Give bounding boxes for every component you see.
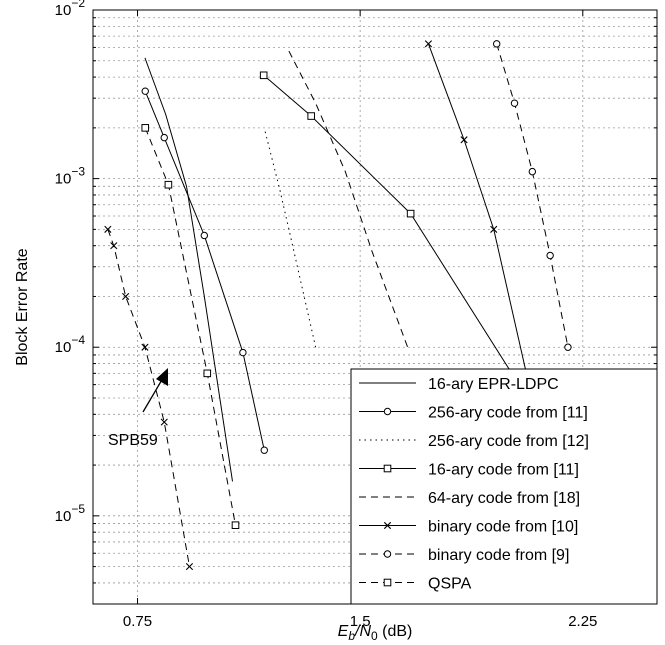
data-point xyxy=(546,251,554,260)
data-point xyxy=(203,369,212,378)
x-tick-label: 2.25 xyxy=(568,613,597,630)
series-5 xyxy=(288,50,409,348)
x-axis-label-sub2: 0 xyxy=(371,629,378,643)
annotation-arrow-line xyxy=(142,377,164,413)
x-axis-label: Eb/N0 (dB) xyxy=(338,623,413,643)
x-axis-label-main: E xyxy=(338,623,349,640)
legend-marker xyxy=(383,521,392,530)
legend-entry: binary code from [10] xyxy=(359,519,578,536)
data-point xyxy=(104,225,112,233)
legend-entry: 16-ary code from [11] xyxy=(359,462,579,479)
legend-entry: 256-ary code from [11] xyxy=(359,405,588,422)
data-point xyxy=(406,209,415,218)
data-point xyxy=(231,521,240,529)
data-point xyxy=(110,242,118,250)
legend-marker xyxy=(383,550,392,558)
data-point xyxy=(160,418,168,426)
series-line xyxy=(264,131,317,348)
data-point xyxy=(564,343,572,351)
ticks-layer: 0.75 1.5 2.25 10−5 10−4 10−3 10−2 xyxy=(55,0,657,630)
series-line xyxy=(107,229,190,567)
x-axis-label-slash: /N xyxy=(354,623,371,640)
legend-marker xyxy=(383,578,392,587)
legend-label: 16-ary code from [11] xyxy=(428,462,579,479)
series-line xyxy=(263,74,515,378)
data-point xyxy=(490,225,498,233)
data-point xyxy=(185,563,194,571)
data-point xyxy=(141,124,150,132)
data-point xyxy=(307,112,315,120)
legend-label: 64-ary code from [18] xyxy=(428,490,580,507)
series-3 xyxy=(264,131,317,348)
y-tick-label: 10−5 xyxy=(55,502,86,525)
y-tick-label: 10−4 xyxy=(55,333,86,356)
data-point xyxy=(510,99,519,107)
y-tick-label: 10−3 xyxy=(55,165,86,188)
data-point xyxy=(141,87,149,95)
data-point xyxy=(493,40,501,48)
series-7 xyxy=(493,40,572,351)
legend-entry: 16-ary EPR-LDPC xyxy=(359,376,559,393)
legend-label: binary code from [9] xyxy=(428,547,569,564)
data-point xyxy=(239,348,247,357)
legend-label: binary code from [10] xyxy=(428,519,578,536)
legend-label: 256-ary code from [12] xyxy=(428,433,589,450)
legend-entry: 256-ary code from [12] xyxy=(359,433,589,450)
legend-marker xyxy=(383,464,392,473)
y-axis-label: Block Error Rate xyxy=(14,248,31,365)
x-tick-label: 0.75 xyxy=(123,613,152,630)
legend-entry: 64-ary code from [18] xyxy=(359,490,580,507)
annotation-arrow-head xyxy=(156,368,168,386)
legend-label: 256-ary code from [11] xyxy=(428,405,588,422)
legend-label: QSPA xyxy=(428,576,472,593)
legend-entry: binary code from [9] xyxy=(359,547,569,564)
series-8 xyxy=(141,124,240,529)
data-point xyxy=(160,133,168,142)
x-axis-label-unit: (dB) xyxy=(378,623,413,640)
data-point xyxy=(164,180,173,189)
series-1 xyxy=(144,57,234,482)
legend-label: 16-ary EPR-LDPC xyxy=(428,376,559,393)
data-point xyxy=(528,167,537,176)
data-point xyxy=(460,136,468,144)
series-line xyxy=(144,57,234,482)
series-2 xyxy=(141,87,268,454)
data-point xyxy=(141,343,149,351)
series-layer xyxy=(104,40,572,571)
series-line xyxy=(288,50,409,348)
legend-marker xyxy=(383,407,392,416)
legend-entry: QSPA xyxy=(359,576,472,593)
spb59-annotation: SPB59 xyxy=(108,368,168,449)
series-line xyxy=(144,127,236,526)
data-point xyxy=(200,231,209,240)
annotation-label: SPB59 xyxy=(108,432,158,449)
series-line xyxy=(427,43,527,374)
y-tick-label: 10−2 xyxy=(55,0,86,19)
data-point xyxy=(260,446,268,454)
series-9 xyxy=(104,225,194,571)
x-tick-label: 1.5 xyxy=(350,613,371,630)
legend-box xyxy=(350,368,658,605)
data-point xyxy=(259,71,268,80)
data-point xyxy=(424,40,433,48)
x-axis-label-sub1: b xyxy=(348,629,355,643)
data-point xyxy=(122,292,130,301)
legend: 16-ary EPR-LDPC 256-ary code from [11] 256… xyxy=(350,368,658,605)
